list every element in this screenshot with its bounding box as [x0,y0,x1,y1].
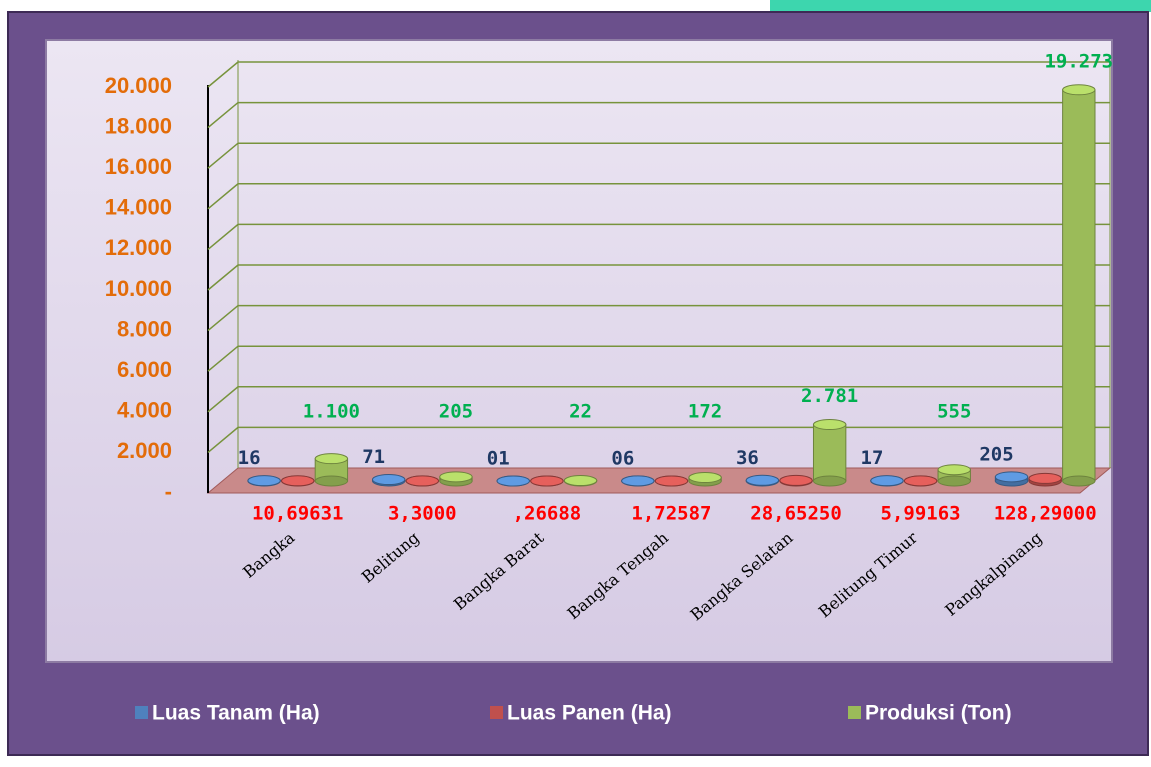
legend-swatch [135,706,148,719]
bar [315,454,347,486]
bar [372,475,404,486]
bar-top [622,476,654,486]
bar-top [938,465,970,475]
bar [497,476,529,486]
bar-top [406,476,438,486]
bar-top [904,476,936,486]
bar-top [372,475,404,485]
y-tick-label: 12.000 [105,235,172,260]
top-tab [770,0,1151,12]
bar [780,475,812,486]
bar-top [497,476,529,486]
data-label: ,26688 [513,503,582,525]
data-label: 36 [736,447,759,469]
plot-panel [46,40,1112,662]
data-label: 17 [861,447,884,469]
data-label: 06 [611,447,634,469]
bar [1029,473,1061,486]
y-tick-label: - [165,479,172,504]
bar-body [813,425,845,481]
bar-top [440,472,472,482]
bar [282,476,314,486]
bar [904,476,936,486]
bar [938,465,970,486]
bar-top [995,472,1027,482]
bar [440,472,472,486]
data-label: 555 [937,401,971,423]
data-label: 10,69631 [252,503,344,525]
bar-top [1063,85,1095,95]
bar [813,420,845,486]
bar-top [564,476,596,486]
data-label: 3,3000 [388,503,457,525]
bar-top [689,473,721,483]
y-tick-label: 20.000 [105,73,172,98]
bar [1063,85,1095,486]
bar [406,476,438,486]
bar [655,476,687,486]
y-tick-label: 2.000 [117,438,172,463]
bar-base [315,476,347,486]
bar-top [248,476,280,486]
legend-label: Luas Panen (Ha) [507,702,672,725]
data-label: 205 [979,443,1013,465]
data-label: 5,99163 [881,503,961,525]
data-label: 172 [688,401,722,423]
bar [248,476,280,486]
data-label: 205 [439,401,473,423]
bar [564,476,596,486]
data-label: 1.100 [303,401,360,423]
legend-label: Luas Tanam (Ha) [152,702,320,725]
data-label: 1,72587 [631,503,711,525]
y-tick-label: 14.000 [105,195,172,220]
bar-top [871,476,903,486]
data-label: 2.781 [801,385,858,407]
data-label: 71 [362,446,385,468]
bar-body [1063,90,1095,481]
bar-top [315,454,347,464]
bar [689,473,721,486]
y-tick-label: 4.000 [117,398,172,423]
y-tick-label: 18.000 [105,113,172,138]
y-tick-label: 16.000 [105,154,172,179]
legend-label: Produksi (Ton) [865,702,1012,725]
bar [871,476,903,486]
bar-top [531,476,563,486]
bar-top [746,475,778,485]
bar-top [655,476,687,486]
bar [622,476,654,486]
data-label: 01 [487,447,510,469]
data-label: 28,65250 [750,503,842,525]
y-tick-label: 6.000 [117,357,172,382]
bar-top [1029,473,1061,483]
bar-top [813,420,845,430]
y-tick-label: 8.000 [117,316,172,341]
data-label: 128,29000 [994,503,1097,525]
bar-base [813,476,845,486]
y-tick-label: 10.000 [105,276,172,301]
bar-top [282,476,314,486]
bar-base [1063,476,1095,486]
data-label: 22 [569,401,592,423]
bar [531,476,563,486]
bar [746,475,778,486]
legend-swatch [848,706,861,719]
bar [995,472,1027,486]
legend-swatch [490,706,503,719]
bar-base [938,476,970,486]
data-label: 16 [238,447,261,469]
bar-top [780,475,812,485]
data-label: 19.273 [1044,50,1113,72]
